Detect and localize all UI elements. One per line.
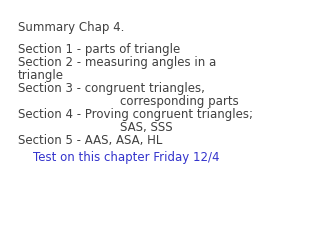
Text: SAS, SSS: SAS, SSS: [120, 121, 173, 134]
Text: Section 5 - AAS, ASA, HL: Section 5 - AAS, ASA, HL: [18, 134, 162, 147]
Text: Section 3 - congruent triangles,: Section 3 - congruent triangles,: [18, 82, 205, 95]
Text: corresponding parts: corresponding parts: [120, 95, 239, 108]
Text: Section 2 - measuring angles in a: Section 2 - measuring angles in a: [18, 56, 216, 69]
Text: Test on this chapter Friday 12/4: Test on this chapter Friday 12/4: [18, 151, 219, 164]
Text: Section 1 - parts of triangle: Section 1 - parts of triangle: [18, 43, 180, 56]
Text: triangle: triangle: [18, 69, 64, 82]
Text: Section 4 - Proving congruent triangles;: Section 4 - Proving congruent triangles;: [18, 108, 253, 121]
Text: Summary Chap 4.: Summary Chap 4.: [18, 21, 124, 34]
